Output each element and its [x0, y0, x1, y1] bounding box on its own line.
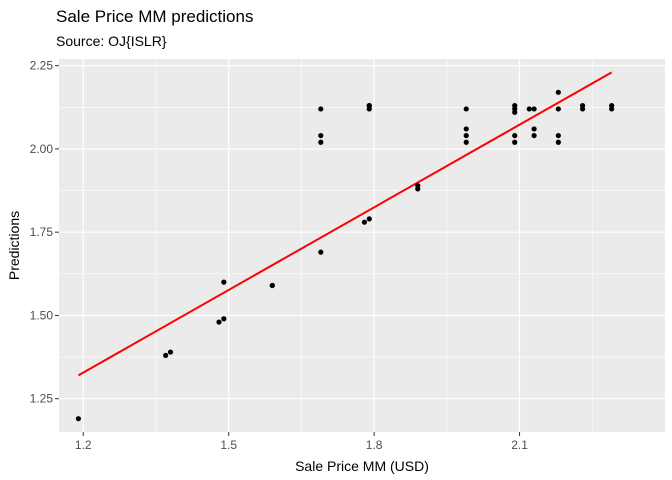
- data-point: [366, 103, 372, 109]
- data-point: [221, 316, 227, 322]
- x-tick-label: 1.5: [220, 438, 237, 452]
- data-point: [167, 349, 174, 355]
- data-point: [609, 103, 615, 109]
- y-tick-label: 2.00: [30, 142, 54, 156]
- y-tick-label: 1.25: [30, 392, 54, 406]
- data-point: [75, 416, 81, 422]
- y-axis-title: Predictions: [6, 211, 22, 280]
- data-point: [216, 319, 222, 325]
- data-point: [269, 282, 275, 289]
- y-axis-ticks: 1.25 1.50 1.75 2.00 2.25: [30, 59, 59, 406]
- y-tick-label: 1.50: [30, 308, 54, 322]
- x-axis-title: Sale Price MM (USD): [295, 458, 429, 474]
- data-point: [463, 106, 469, 112]
- data-point: [361, 219, 368, 225]
- chart-subtitle: Source: OJ{ISLR}: [56, 33, 167, 49]
- data-point: [318, 139, 324, 145]
- data-point: [526, 106, 532, 112]
- data-point: [318, 132, 324, 139]
- y-tick-label: 2.25: [30, 59, 54, 73]
- data-point: [579, 103, 586, 109]
- data-point: [555, 132, 561, 139]
- data-point: [512, 103, 518, 109]
- data-point: [318, 106, 324, 112]
- data-point: [463, 132, 469, 139]
- data-point: [555, 89, 561, 95]
- data-point: [531, 106, 537, 112]
- data-point: [318, 249, 324, 255]
- minor-gridlines: [59, 59, 665, 432]
- data-point: [512, 132, 518, 139]
- data-point: [512, 139, 518, 145]
- data-point: [531, 132, 537, 139]
- chart-title: Sale Price MM predictions: [56, 7, 254, 26]
- data-point: [555, 139, 561, 145]
- data-point: [163, 352, 169, 359]
- fit-line: [77, 71, 613, 377]
- x-tick-label: 1.8: [366, 438, 383, 452]
- data-point: [555, 106, 561, 112]
- data-point: [415, 182, 421, 189]
- x-tick-label: 2.1: [511, 438, 528, 452]
- data-point: [531, 126, 537, 132]
- x-axis-ticks: 1.2 1.5 1.8 2.1: [75, 432, 528, 452]
- data-point: [221, 279, 227, 285]
- y-tick-label: 1.75: [30, 225, 54, 239]
- data-point: [463, 126, 469, 132]
- x-tick-label: 1.2: [75, 438, 92, 452]
- points-layer: [75, 89, 615, 422]
- data-point: [366, 216, 372, 222]
- plot-panel: [59, 59, 665, 432]
- major-gridlines: [59, 59, 665, 432]
- data-point: [463, 139, 469, 145]
- fit-line-layer: [77, 71, 613, 377]
